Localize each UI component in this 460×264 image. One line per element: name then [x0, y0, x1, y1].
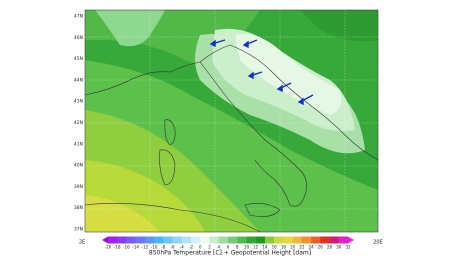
colorbar-swatch — [255, 236, 266, 244]
colorbar-label: 22 — [299, 245, 305, 250]
colorbar-swatch — [117, 236, 127, 244]
colorbar-label: -4 — [180, 245, 184, 250]
colorbar-swatch — [209, 236, 219, 244]
colorbar-label: 32 — [345, 245, 351, 250]
map-frame — [84, 9, 379, 233]
colorbar-swatch — [108, 236, 118, 244]
colorbar-label: -10 — [151, 245, 158, 250]
colorbar-label: 14 — [262, 245, 268, 250]
colorbar-end — [102, 236, 108, 244]
colorbar-label: 10 — [244, 245, 250, 250]
wind-arrows — [209, 39, 314, 106]
lat-label: 42N — [74, 120, 83, 126]
colorbar-label: 18 — [281, 245, 287, 250]
colorbar-swatch — [246, 236, 256, 244]
colorbar-swatch — [126, 236, 136, 244]
lat-label: 39N — [74, 184, 83, 190]
colorbar: -20 -18 -16 -14 -12 -10 -8 -6 -4 -2 0 2 4 6 8 10 12 14 16 1… — [102, 236, 354, 250]
colorbar-swatch — [264, 236, 275, 244]
colorbar-swatch — [237, 236, 247, 244]
lat-label: 40N — [74, 163, 83, 169]
colorbar-label: 4 — [217, 245, 220, 250]
colorbar-label: -14 — [132, 245, 139, 250]
map-field — [85, 10, 378, 232]
colorbar-label: 8 — [236, 245, 239, 250]
colorbar-swatch — [338, 236, 349, 244]
colorbar-swatch — [191, 236, 201, 244]
lat-label: 47N — [74, 14, 83, 20]
colorbar-label: -6 — [171, 245, 175, 250]
lat-label: 45N — [74, 56, 83, 62]
colorbar-swatch — [200, 236, 210, 244]
colorbar-label: -8 — [161, 245, 165, 250]
colorbar-label: 16 — [272, 245, 278, 250]
colorbar-label: 0 — [199, 245, 202, 250]
colorbar-swatch — [135, 236, 146, 244]
colorbar-label: -16 — [123, 245, 130, 250]
colorbar-label: 26 — [318, 245, 324, 250]
colorbar-swatch — [311, 236, 321, 244]
colorbar-label: 6 — [227, 245, 230, 250]
colorbar-label: -20 — [105, 245, 112, 250]
lat-labels: 47N 46N 45N 44N 43N 42N 41N 40N 39N 38N 37N — [74, 14, 83, 233]
colorbar-swatch — [228, 236, 238, 244]
colorbar-swatch — [181, 236, 192, 244]
colorbar-swatch — [320, 236, 330, 244]
lat-label: 41N — [74, 141, 83, 147]
colorbar-swatch — [144, 236, 155, 244]
colorbar-swatch — [274, 236, 284, 244]
colorbar-label: -12 — [142, 245, 149, 250]
colorbar-swatch — [292, 236, 303, 244]
colorbar-label: 12 — [253, 245, 259, 250]
colorbar-swatch — [154, 236, 164, 244]
lat-label: 46N — [74, 35, 83, 41]
colorbar-label: 24 — [309, 245, 315, 250]
colorbar-label: 20 — [290, 245, 296, 250]
lat-label: 43N — [74, 99, 83, 105]
lon-label: 2E — [79, 240, 85, 246]
colorbar-end — [348, 236, 354, 244]
colorbar-label: -2 — [189, 245, 193, 250]
lat-label: 44N — [74, 77, 83, 83]
colorbar-swatch — [218, 236, 229, 244]
lon-label: 20E — [373, 240, 383, 246]
colorbar-swatch — [329, 236, 339, 244]
colorbar-swatch — [163, 236, 173, 244]
colorbar-swatch — [172, 236, 183, 244]
colorbar-label: 28 — [327, 245, 333, 250]
colorbar-label: 2 — [208, 245, 211, 250]
colorbar-label: 30 — [336, 245, 342, 250]
lat-label: 37N — [74, 227, 83, 233]
colorbar-label: -18 — [114, 245, 121, 250]
colorbar-swatch — [301, 236, 312, 244]
map-title: 850hPa Temperature [C] + Geopotential He… — [149, 250, 311, 257]
lat-label: 38N — [74, 205, 83, 211]
colorbar-swatch — [283, 236, 293, 244]
